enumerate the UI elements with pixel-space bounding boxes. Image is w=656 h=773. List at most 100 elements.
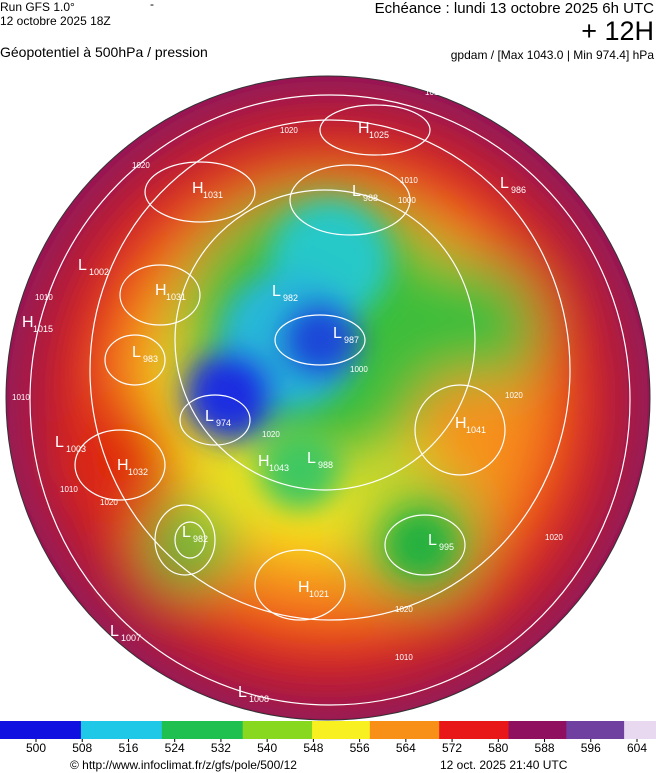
colorbar-swatch — [242, 721, 255, 739]
colorbar-swatch — [288, 721, 301, 739]
colorbar-swatch — [184, 721, 197, 739]
colorbar-tick-label: 596 — [581, 741, 601, 755]
center-kind: L — [55, 434, 64, 451]
colorbar-swatch — [392, 721, 406, 739]
contour-label: 1000 — [350, 365, 368, 374]
run-date: 12 octobre 2025 18Z — [0, 14, 111, 28]
center-kind: L — [78, 257, 87, 274]
colorbar-swatch — [358, 721, 371, 739]
center-value: 1031 — [203, 190, 223, 200]
colorbar-tick-label: 508 — [72, 741, 92, 755]
colorbar-swatch — [312, 721, 325, 739]
colorbar-tick-label: 580 — [488, 741, 508, 755]
center-value: 1041 — [466, 425, 486, 435]
contour-label: 1010 — [12, 393, 30, 402]
colorbar-tick-label: 524 — [165, 741, 185, 755]
colorbar-swatch — [277, 721, 290, 739]
center-kind: L — [500, 175, 509, 192]
colorbar-swatch — [543, 721, 556, 739]
colorbar-swatch — [150, 721, 163, 739]
contour-label: 1020 — [100, 498, 118, 507]
contour-label: 1020 — [545, 533, 563, 542]
map-disk — [6, 76, 650, 720]
colorbar-swatch — [34, 721, 47, 739]
center-kind: L — [428, 532, 437, 549]
lead-time: + 12H — [581, 16, 654, 46]
center-kind: H — [298, 579, 310, 596]
colorbar-swatch — [473, 721, 486, 739]
colorbar-tick-label: 588 — [535, 741, 555, 755]
center-value: 1025 — [369, 130, 389, 140]
center-value: 988 — [318, 460, 333, 470]
colorbar-tick-label: 564 — [396, 741, 416, 755]
colorbar-swatch — [46, 721, 59, 739]
colorbar-swatch — [508, 721, 521, 739]
colorbar-swatch — [23, 721, 36, 739]
colorbar-swatch — [208, 721, 221, 739]
dash: - — [150, 0, 154, 11]
colorbar-swatch — [531, 721, 544, 739]
contour-label: 1010 — [35, 293, 53, 302]
center-value: 1007 — [121, 633, 141, 643]
center-value: 988 — [363, 193, 378, 203]
colorbar-tick-label: 556 — [350, 741, 370, 755]
center-value: 1032 — [128, 467, 148, 477]
center-value: 1043 — [269, 463, 289, 473]
colorbar-swatch — [138, 721, 151, 739]
center-kind: H — [155, 282, 167, 299]
colorbar-swatch — [161, 721, 174, 739]
center-value: 1015 — [33, 324, 53, 334]
colorbar-swatch — [346, 721, 359, 739]
colorbar-swatch — [231, 721, 244, 739]
colorbar-swatch — [577, 721, 590, 739]
center-value: 983 — [143, 354, 158, 364]
colorbar-swatch — [254, 721, 267, 739]
colorbar-tick-label: 572 — [442, 741, 462, 755]
colorbar-tick-label: 604 — [627, 741, 647, 755]
center-value: 1031 — [166, 292, 186, 302]
center-kind: L — [110, 623, 119, 640]
center-value: 995 — [439, 542, 454, 552]
center-kind: H — [22, 314, 34, 331]
contour-label: 1020 — [395, 605, 413, 614]
colorbar-swatch — [80, 721, 93, 739]
run: Run GFS 1.0° — [0, 0, 75, 14]
colorbar-swatch — [0, 721, 13, 739]
center-value: 1003 — [66, 444, 86, 454]
colorbar-swatch — [265, 721, 278, 739]
center-kind: H — [192, 180, 204, 197]
isobars — [29, 94, 631, 706]
colorbar-swatch — [127, 721, 140, 739]
echeance: Echéance : lundi 13 octobre 2025 6h UTC — [375, 0, 655, 17]
colorbar-swatch — [335, 721, 348, 739]
center-value: 974 — [216, 418, 231, 428]
colorbar-swatch — [173, 721, 186, 739]
colorbar-swatch — [520, 721, 533, 739]
center-kind: L — [205, 408, 214, 425]
center-kind: L — [352, 183, 361, 200]
colorbar-tick-label: 548 — [303, 741, 323, 755]
contour-label: 1020 — [505, 391, 523, 400]
center-value: 982 — [193, 534, 208, 544]
colorbar-swatch — [635, 721, 648, 739]
colorbar-swatch — [196, 721, 209, 739]
colorbar-swatch — [496, 721, 510, 739]
center-value: 1002 — [89, 267, 109, 277]
colorbar-swatch — [624, 721, 637, 739]
colorbar-swatch — [381, 721, 394, 739]
center-kind: L — [333, 325, 342, 342]
colorbar-swatch — [69, 721, 82, 739]
colorbar-swatch — [485, 721, 498, 739]
center-value: 987 — [344, 335, 359, 345]
contour-label: 1010 — [425, 88, 443, 97]
colorbar-swatch — [462, 721, 475, 739]
colorbar-swatch — [612, 721, 625, 739]
colorbar-tick-label: 516 — [118, 741, 138, 755]
colorbar-swatch — [450, 721, 463, 739]
colorbar-tick-label: 532 — [211, 741, 231, 755]
footer-stamp: 12 oct. 2025 21:40 UTC — [440, 758, 568, 772]
footer-url: © http://www.infoclimat.fr/z/gfs/pole/50… — [70, 758, 297, 772]
colorbar-swatch — [566, 721, 579, 739]
center-kind: L — [272, 283, 281, 300]
